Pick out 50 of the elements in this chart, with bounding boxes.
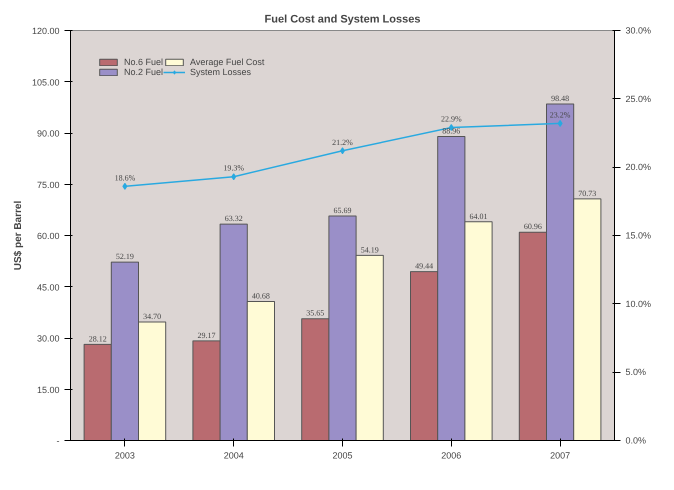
data-label: 60.96 [524,222,542,232]
data-label: 21.2% [332,138,354,147]
x-tick-label: 2007 [550,450,570,460]
y-axis-title: US$ per Barrel [12,200,24,270]
data-label: 23.2% [550,110,571,120]
y2-tick-label: 20.0% [626,162,652,172]
data-label: 34.70 [143,312,162,321]
y-tick-label: 45.00 [36,282,60,292]
y2-tick-label: 25.0% [626,94,652,104]
y-tick-label: 15.00 [36,384,60,395]
y-tick-label: 30.00 [36,334,60,344]
data-label: 22.9% [440,114,462,124]
legend-label: System Losses [190,67,252,77]
y2-tick-label: 0.0% [626,436,646,446]
data-label: 63.32 [224,214,243,224]
data-label: 28.12 [88,334,107,344]
data-label: 18.6% [114,173,136,182]
x-tick-label: 2005 [332,450,353,460]
data-label: 70.73 [578,188,596,198]
point [122,182,128,190]
y-tick-label: 90.00 [36,128,60,138]
chart-title: Fuel Cost and System Losses [264,14,420,26]
legend-label: Average Fuel Cost [190,57,264,67]
y2-tick-label: 15.0% [626,230,652,240]
y2-tick-label: 5.0% [626,367,646,378]
x-tick-label: 2003 [114,450,135,460]
y-tick-label: 105.00 [32,77,60,88]
data-label: 35.65 [306,308,324,318]
data-label: 65.69 [334,206,352,216]
data-label: 88.96 [442,126,460,136]
point [231,173,236,180]
y-tick-label: - [56,436,60,446]
y-tick-label: 75.00 [36,180,60,190]
data-label: 29.17 [198,330,216,340]
legend-label: No.2 Fuel [124,67,164,77]
data-label: 64.01 [470,212,488,221]
x-tick-label: 2006 [441,450,462,460]
data-label: 19.3% [223,164,244,173]
data-label: 49.44 [415,262,434,271]
point [558,120,563,127]
data-label: 40.68 [252,292,270,301]
data-label: 54.19 [360,245,379,254]
x-tick-label: 2004 [224,450,244,460]
y-tick-label: 120.00 [32,26,60,36]
legend-label: No.6 Fuel [124,57,164,67]
y2-tick-label: 10.0% [626,298,652,309]
data-label: 98.48 [551,94,570,104]
data-label: 52.19 [116,252,134,262]
y2-tick-label: 30.0% [626,26,652,36]
y-tick-label: 60.00 [36,231,60,241]
